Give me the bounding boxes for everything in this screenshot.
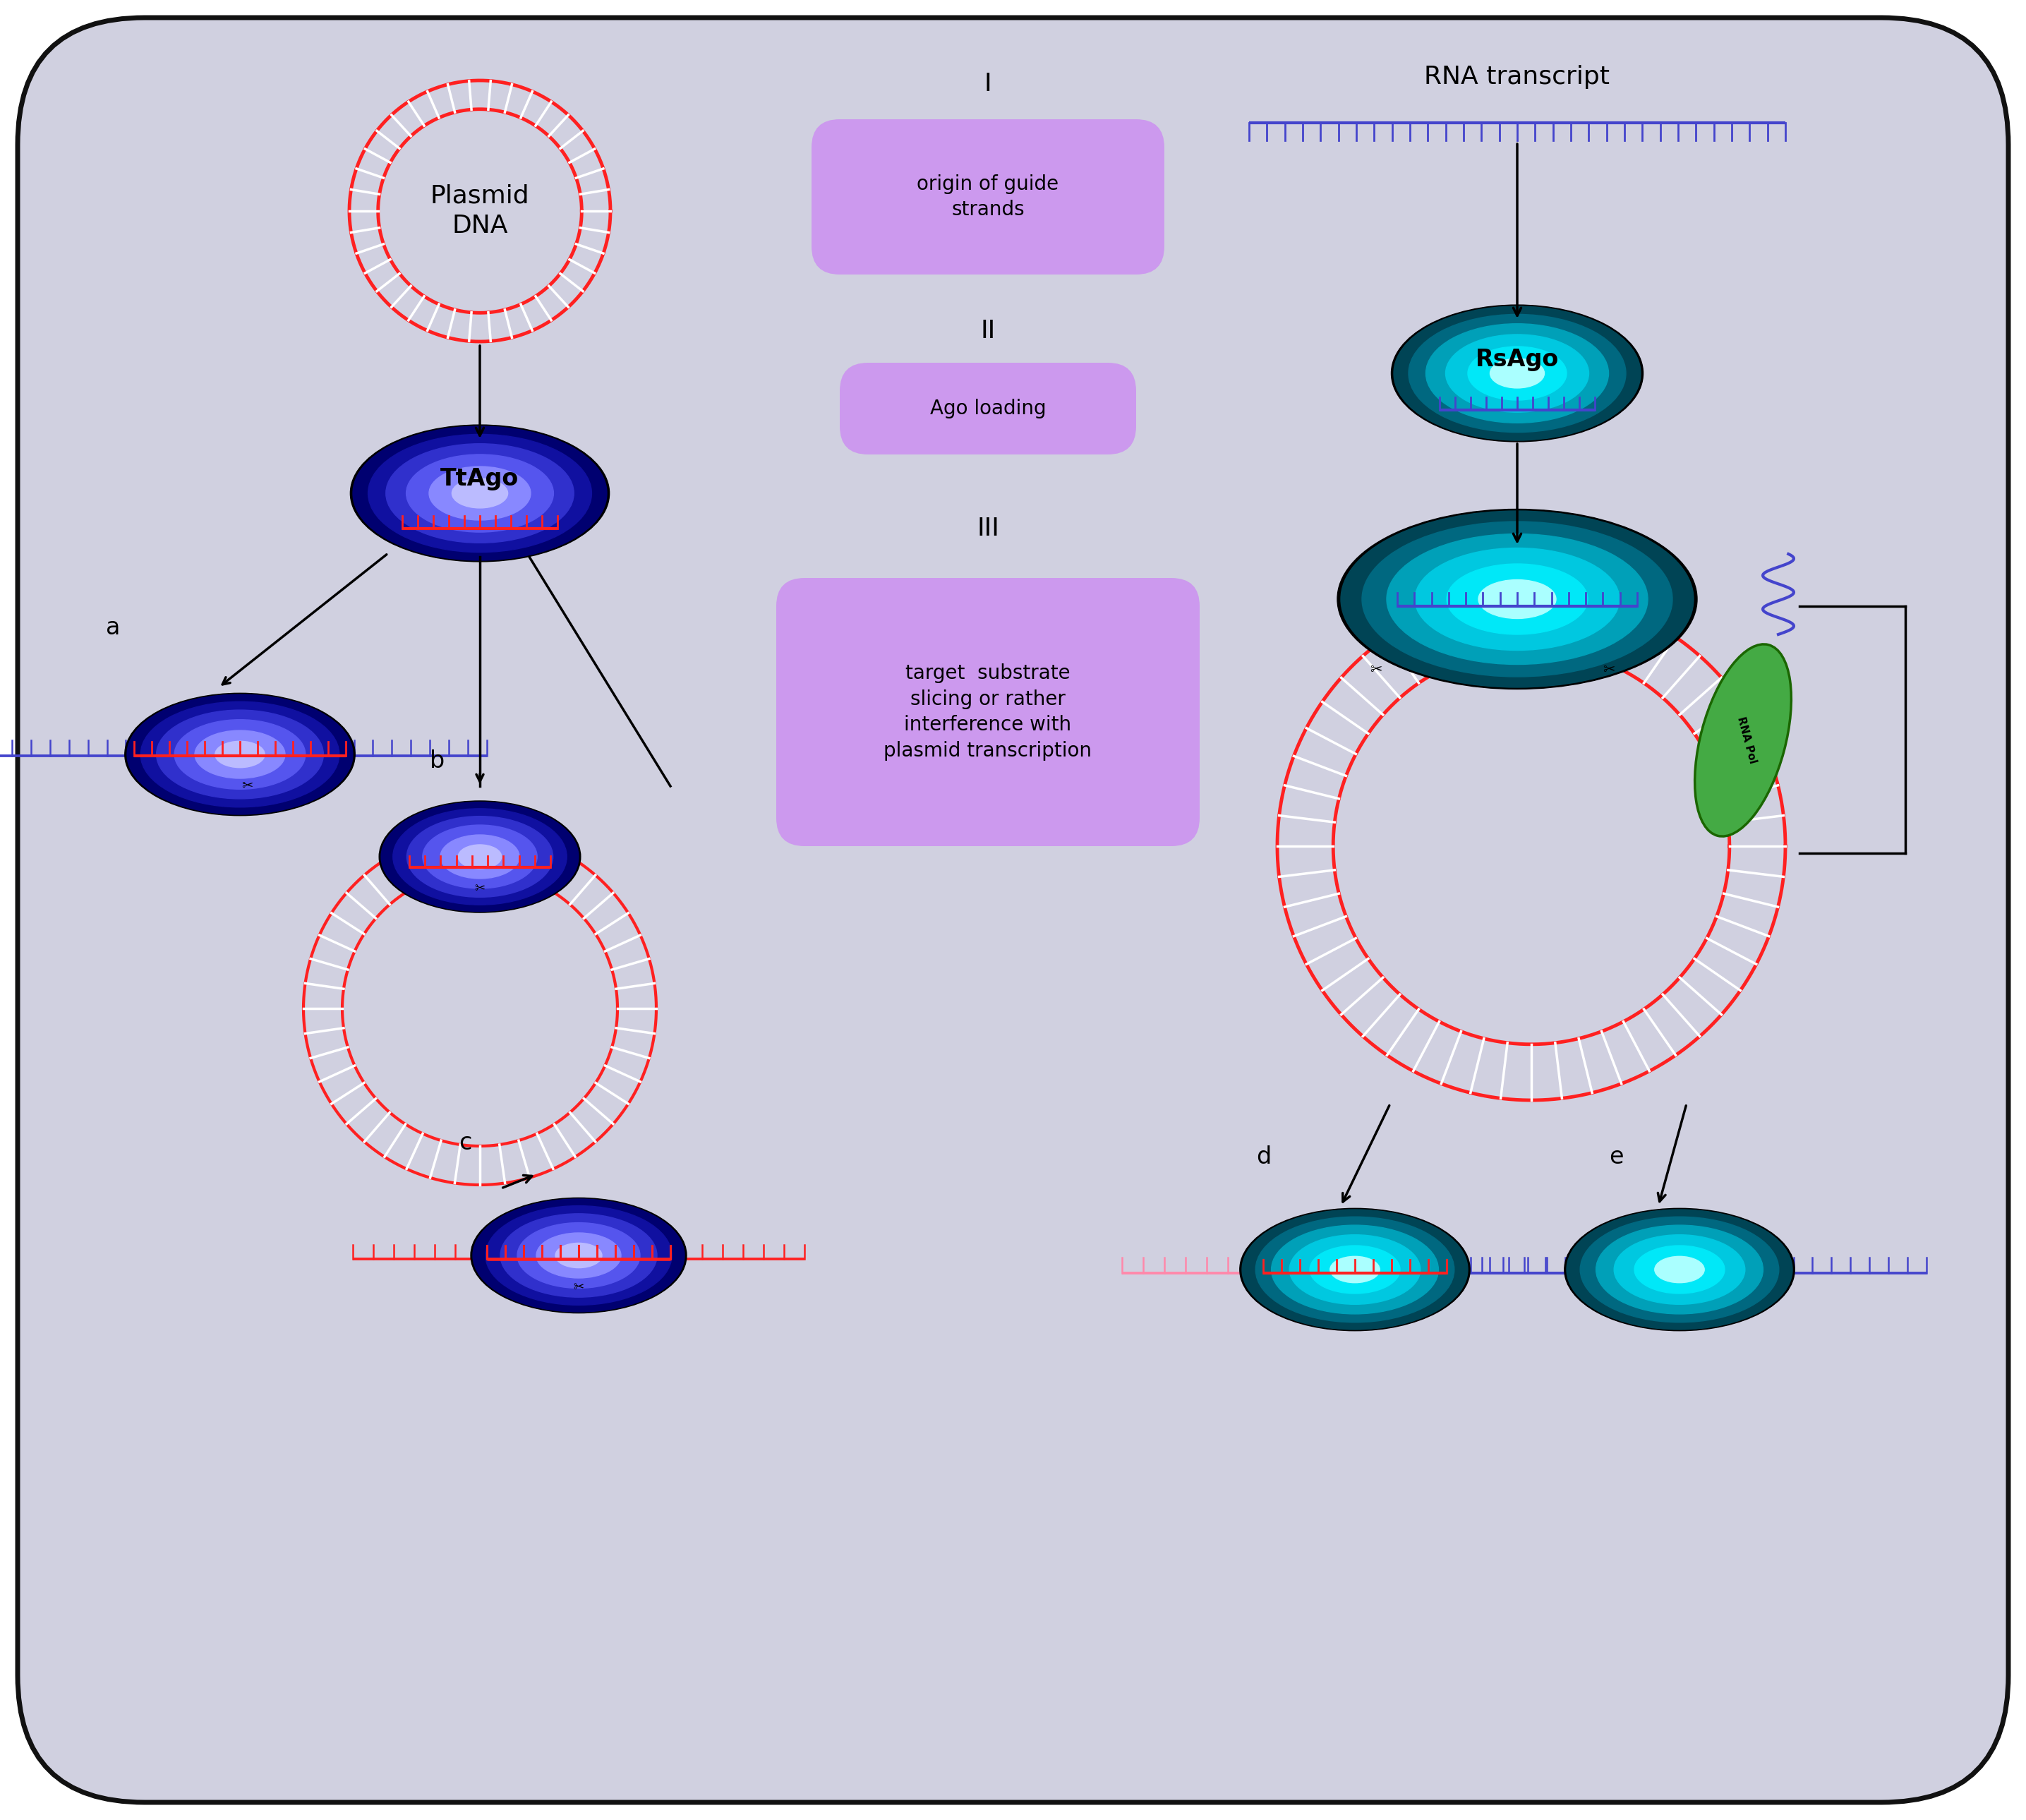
Ellipse shape	[156, 710, 324, 799]
FancyBboxPatch shape	[776, 579, 1199, 846]
Ellipse shape	[381, 803, 579, 912]
FancyBboxPatch shape	[839, 362, 1137, 455]
Text: I: I	[985, 73, 991, 96]
Ellipse shape	[385, 444, 573, 542]
Ellipse shape	[1361, 522, 1671, 677]
Text: III: III	[977, 517, 999, 541]
Ellipse shape	[470, 1198, 687, 1312]
Ellipse shape	[174, 719, 306, 790]
Ellipse shape	[405, 455, 553, 531]
Ellipse shape	[1240, 1208, 1471, 1330]
Polygon shape	[304, 832, 656, 1185]
Ellipse shape	[452, 479, 509, 508]
Ellipse shape	[407, 815, 553, 897]
Text: RsAgo: RsAgo	[1475, 348, 1558, 371]
Ellipse shape	[379, 801, 581, 912]
Ellipse shape	[1479, 581, 1556, 619]
Ellipse shape	[350, 424, 610, 562]
Ellipse shape	[194, 730, 286, 779]
Ellipse shape	[126, 693, 355, 815]
Ellipse shape	[1392, 306, 1643, 442]
Text: TtAgo: TtAgo	[440, 468, 519, 491]
Ellipse shape	[1655, 1256, 1704, 1283]
Ellipse shape	[1596, 1225, 1763, 1314]
Ellipse shape	[1309, 1245, 1400, 1294]
Text: II: II	[981, 318, 995, 342]
Text: c: c	[458, 1132, 472, 1154]
Ellipse shape	[486, 1207, 673, 1305]
FancyBboxPatch shape	[812, 120, 1165, 275]
FancyBboxPatch shape	[18, 18, 2008, 1802]
Ellipse shape	[393, 808, 567, 905]
Ellipse shape	[1408, 315, 1627, 433]
Text: e: e	[1609, 1145, 1623, 1168]
Ellipse shape	[1615, 1234, 1744, 1305]
Polygon shape	[1276, 592, 1785, 1099]
Ellipse shape	[1580, 1218, 1779, 1323]
Ellipse shape	[500, 1214, 656, 1298]
Ellipse shape	[1272, 1225, 1438, 1314]
Ellipse shape	[1242, 1210, 1467, 1330]
Ellipse shape	[1394, 306, 1641, 440]
Ellipse shape	[537, 1232, 622, 1278]
Ellipse shape	[1414, 548, 1619, 650]
Text: RNA Pol: RNA Pol	[1734, 715, 1759, 764]
Ellipse shape	[353, 426, 608, 561]
Text: origin of guide
strands: origin of guide strands	[918, 175, 1060, 220]
Text: ✂: ✂	[474, 883, 484, 895]
Text: ✂: ✂	[1603, 662, 1615, 677]
Ellipse shape	[128, 695, 353, 814]
Ellipse shape	[423, 824, 537, 888]
Text: ✂: ✂	[573, 1281, 583, 1294]
Text: target  substrate
slicing or rather
interference with
plasmid transcription: target substrate slicing or rather inter…	[883, 662, 1092, 761]
Text: ✂: ✂	[241, 779, 253, 794]
Ellipse shape	[1489, 359, 1544, 388]
Ellipse shape	[1467, 346, 1566, 400]
Ellipse shape	[1289, 1234, 1420, 1305]
Text: RNA transcript: RNA transcript	[1424, 66, 1611, 89]
Ellipse shape	[517, 1223, 640, 1289]
Ellipse shape	[458, 844, 502, 868]
Ellipse shape	[1329, 1256, 1380, 1283]
Ellipse shape	[1337, 510, 1698, 690]
Ellipse shape	[472, 1199, 685, 1312]
Ellipse shape	[1564, 1208, 1795, 1330]
Ellipse shape	[1341, 511, 1694, 688]
Ellipse shape	[555, 1243, 602, 1269]
Ellipse shape	[1696, 644, 1791, 837]
Text: Ago loading: Ago loading	[930, 399, 1045, 419]
Ellipse shape	[440, 835, 519, 879]
Ellipse shape	[215, 741, 265, 768]
Ellipse shape	[1566, 1210, 1793, 1330]
Text: Plasmid
DNA: Plasmid DNA	[430, 184, 529, 238]
Text: b: b	[430, 750, 446, 774]
Ellipse shape	[1447, 564, 1588, 635]
Ellipse shape	[430, 466, 531, 521]
Ellipse shape	[369, 435, 592, 551]
Text: a: a	[105, 617, 120, 639]
Ellipse shape	[1386, 533, 1647, 664]
Ellipse shape	[1426, 324, 1609, 422]
Ellipse shape	[1256, 1218, 1455, 1323]
Ellipse shape	[1447, 335, 1588, 411]
Text: ✂: ✂	[1370, 662, 1382, 677]
Ellipse shape	[140, 701, 338, 808]
Polygon shape	[348, 80, 610, 342]
Ellipse shape	[1635, 1245, 1724, 1294]
Text: d: d	[1256, 1145, 1270, 1168]
